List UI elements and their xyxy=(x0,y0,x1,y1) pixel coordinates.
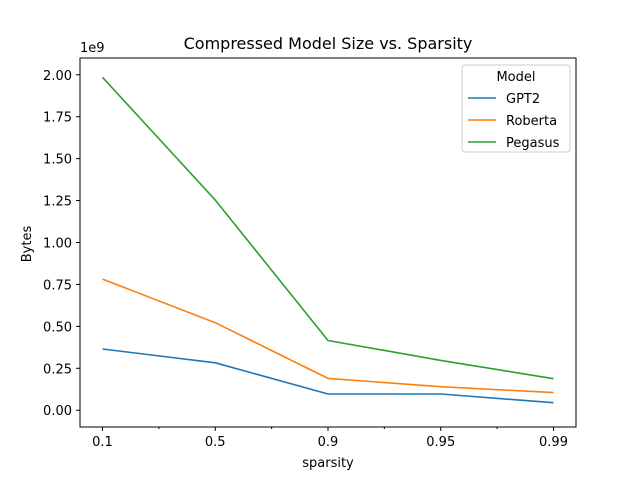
y-tick-label: 2.00 xyxy=(43,69,72,84)
legend-label-roberta: Roberta xyxy=(506,114,557,129)
y-tick-label: 0.25 xyxy=(43,362,72,377)
chart-title: Compressed Model Size vs. Sparsity xyxy=(184,34,473,53)
y-tick-label: 0.00 xyxy=(43,404,72,419)
series-line-roberta xyxy=(102,278,554,394)
legend-title: Model xyxy=(496,70,535,85)
legend-label-gpt2: GPT2 xyxy=(506,92,540,107)
y-axis-label: Bytes xyxy=(20,226,35,263)
y-tick-label: 1.25 xyxy=(43,195,72,210)
y-tick-label: 0.75 xyxy=(43,278,72,293)
legend-entries: GPT2 Roberta Pegasus xyxy=(468,92,560,151)
x-tick-label: 0.9 xyxy=(318,435,339,450)
y-tick-label: 1.75 xyxy=(43,111,72,126)
x-tick-label: 0.99 xyxy=(539,435,568,450)
y-tick-label: 1.50 xyxy=(43,153,72,168)
x-axis-label: sparsity xyxy=(302,456,354,471)
x-tick-label: 0.5 xyxy=(205,435,226,450)
legend: Model GPT2 Roberta Pegasus xyxy=(461,64,571,153)
legend-label-pegasus: Pegasus xyxy=(506,136,560,151)
legend-box xyxy=(461,64,571,153)
series-line-pegasus xyxy=(101,76,554,380)
y-tick-label: 0.50 xyxy=(43,320,72,335)
series-line-gpt2 xyxy=(102,348,554,404)
y-offset-label: 1e9 xyxy=(80,41,105,56)
x-tick-label: 0.95 xyxy=(426,435,455,450)
plot-area: 0.00 0.25 0.50 0.75 1.00 1.25 1.50 1.75 2.00 0.1 0… xyxy=(43,69,568,450)
x-tick-label: 0.1 xyxy=(92,435,113,450)
y-tick-label: 1.00 xyxy=(43,237,72,252)
plot-frame xyxy=(79,57,577,428)
